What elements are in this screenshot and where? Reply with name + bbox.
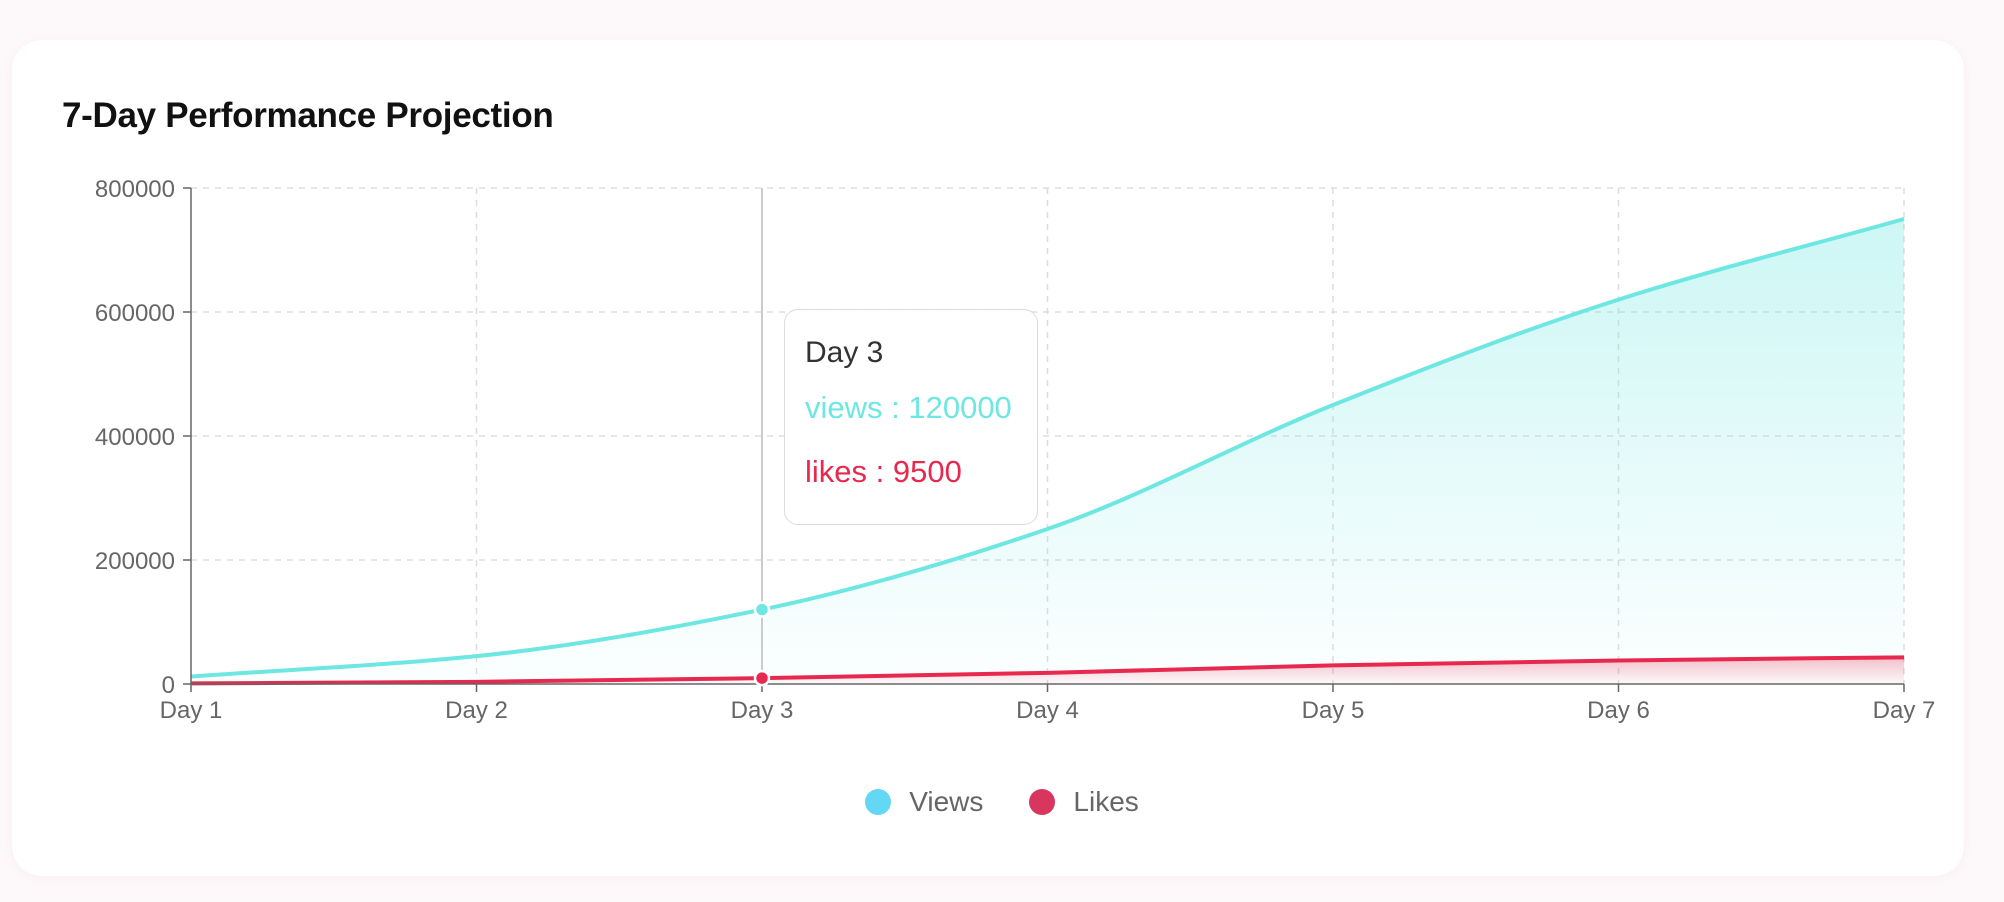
y-tick-label: 800000 bbox=[95, 176, 175, 203]
x-tick-label: Day 4 bbox=[1016, 697, 1079, 724]
likes-line bbox=[190, 655, 1905, 686]
tooltip-likes-value: likes : 9500 bbox=[805, 454, 962, 489]
views-area bbox=[191, 219, 1904, 684]
y-tick-label: 200000 bbox=[95, 548, 175, 575]
axes: 0 200000 400000 600000 800000 Day 1 Day 2 Day 3… bbox=[95, 176, 1935, 724]
x-tick-label: Day 5 bbox=[1302, 697, 1365, 724]
active-markers bbox=[753, 188, 771, 687]
y-tick-label: 0 bbox=[162, 672, 175, 699]
legend-item-views[interactable]: Views bbox=[865, 786, 983, 818]
x-tick-label: Day 3 bbox=[731, 697, 794, 724]
views-legend-dot bbox=[865, 789, 892, 815]
legend-label-likes: Likes bbox=[1073, 786, 1139, 817]
tooltip-views-value: views : 120000 bbox=[805, 390, 1012, 425]
x-tick-label: Day 7 bbox=[1873, 697, 1936, 724]
legend: Views Likes bbox=[0, 786, 2004, 818]
likes-active-dot bbox=[753, 669, 771, 687]
x-tick-label: Day 1 bbox=[160, 697, 223, 724]
views-line bbox=[190, 217, 1905, 679]
tooltip-title: Day 3 bbox=[805, 336, 884, 369]
y-tick-label: 600000 bbox=[95, 300, 175, 327]
views-active-dot bbox=[753, 601, 771, 618]
y-tick-label: 400000 bbox=[95, 424, 175, 451]
series-lines bbox=[190, 217, 1905, 686]
x-tick-label: Day 6 bbox=[1587, 697, 1650, 724]
legend-label-views: Views bbox=[909, 786, 984, 817]
likes-legend-dot bbox=[1029, 789, 1056, 815]
x-tick-label: Day 2 bbox=[445, 697, 508, 724]
tooltip: Day 3 views : 120000 likes : 9500 bbox=[784, 309, 1038, 525]
chart-title: 7-Day Performance Projection bbox=[62, 96, 554, 135]
legend-item-likes[interactable]: Likes bbox=[1029, 786, 1139, 818]
